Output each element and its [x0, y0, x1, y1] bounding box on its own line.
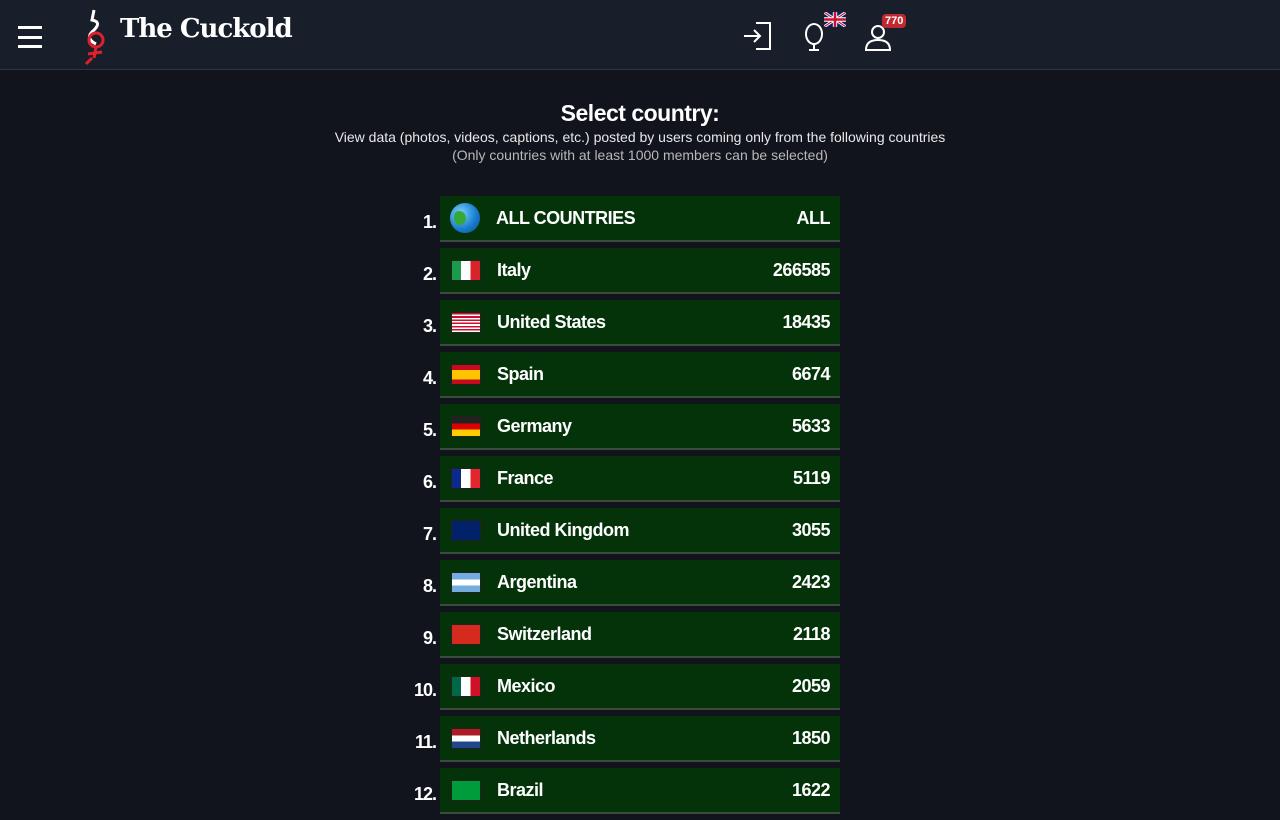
country-option[interactable]: France 5119: [440, 456, 840, 502]
country-name: Italy: [497, 259, 531, 280]
country-rank: 11.: [414, 731, 437, 752]
country-row: 8. Argentina 2423: [400, 560, 840, 612]
flag-gb-icon: [451, 519, 481, 541]
top-bar: The Cuckold 770: [0, 0, 1280, 70]
country-rank: 5.: [422, 419, 437, 440]
country-option[interactable]: Netherlands 1850: [440, 716, 840, 762]
page-title: Select country:: [560, 100, 720, 126]
country-row: 10. Mexico 2059: [400, 664, 840, 716]
country-option[interactable]: United Kingdom 3055: [440, 508, 840, 554]
member-count: 266585: [772, 259, 831, 280]
member-count: 2423: [791, 571, 831, 592]
country-name: United States: [497, 311, 606, 332]
flag-mx-icon: [451, 675, 481, 697]
menu-icon[interactable]: [18, 26, 42, 48]
country-row: 3. United States 18435: [400, 300, 840, 352]
flag-br-icon: [451, 779, 481, 801]
country-name: Brazil: [497, 779, 544, 800]
country-option[interactable]: Italy 266585: [440, 248, 840, 294]
notification-badge: 770: [882, 14, 907, 28]
country-name: Spain: [497, 363, 544, 384]
member-count: 6674: [791, 363, 831, 384]
country-row: 2. Italy 266585: [400, 248, 840, 300]
country-rank: 10.: [413, 679, 437, 700]
country-row: 12. Brazil 1622: [400, 768, 840, 820]
member-count: 5119: [792, 467, 831, 488]
globe-icon: [450, 203, 480, 233]
country-name: Mexico: [497, 675, 556, 696]
country-option[interactable]: United States 18435: [440, 300, 840, 346]
country-option[interactable]: ALL COUNTRIES ALL: [440, 196, 840, 242]
country-name: United Kingdom: [497, 519, 629, 540]
country-name: France: [497, 467, 554, 488]
country-rank: 1.: [422, 211, 437, 232]
logo[interactable]: The Cuckold: [80, 8, 293, 66]
country-option[interactable]: Argentina 2423: [440, 560, 840, 606]
flag-es-icon: [451, 363, 481, 385]
country-option[interactable]: Brazil 1622: [440, 768, 840, 814]
country-row: 5. Germany 5633: [400, 404, 840, 456]
member-count: 1622: [791, 779, 831, 800]
country-name: Netherlands: [497, 727, 596, 748]
flag-de-icon: [451, 415, 481, 437]
flag-it-icon: [451, 259, 481, 281]
logo-icon: [84, 9, 105, 66]
flag-us-icon: [451, 311, 481, 333]
country-rank: 6.: [422, 471, 437, 492]
flag-ch-icon: [451, 623, 481, 645]
country-rank: 3.: [422, 315, 437, 336]
country-rank: 8.: [422, 575, 437, 596]
page-subtitle: View data (photos, videos, captions, etc…: [334, 129, 946, 145]
member-count: 5633: [791, 415, 831, 436]
country-row: 4. Spain 6674: [400, 352, 840, 404]
member-count: 1850: [791, 727, 831, 748]
country-option[interactable]: Switzerland 2118: [440, 612, 840, 658]
country-rank: 9.: [422, 627, 437, 648]
country-option[interactable]: Mexico 2059: [440, 664, 840, 710]
member-count: ALL: [796, 207, 831, 228]
country-row: 7. United Kingdom 3055: [400, 508, 840, 560]
page-note: (Only countries with at least 1000 membe…: [452, 147, 828, 163]
country-row: 11. Netherlands 1850: [400, 716, 840, 768]
country-name: Switzerland: [497, 623, 592, 644]
country-rank: 2.: [422, 263, 437, 284]
country-row: 1. ALL COUNTRIES ALL: [400, 196, 840, 248]
country-name: ALL COUNTRIES: [496, 207, 636, 228]
country-option[interactable]: Germany 5633: [440, 404, 840, 450]
flag-fr-icon: [451, 467, 481, 489]
member-count: 3055: [791, 519, 831, 540]
users-icon[interactable]: [862, 20, 894, 52]
country-list: 1. ALL COUNTRIES ALL 2. Italy 266585 3. Un…: [400, 196, 840, 820]
language-globe-icon[interactable]: [800, 20, 832, 52]
member-count: 2059: [791, 675, 831, 696]
country-name: Argentina: [497, 571, 577, 592]
country-rank: 7.: [422, 523, 437, 544]
flag-nl-icon: [451, 727, 481, 749]
uk-flag-icon[interactable]: [824, 12, 846, 27]
member-count: 2118: [792, 623, 831, 644]
country-name: Germany: [497, 415, 572, 436]
login-icon[interactable]: [742, 20, 774, 52]
flag-ar-icon: [451, 571, 481, 593]
country-rank: 12.: [413, 783, 437, 804]
member-count: 18435: [782, 311, 830, 332]
site-name: The Cuckold: [120, 14, 293, 44]
country-option[interactable]: Spain 6674: [440, 352, 840, 398]
country-rank: 4.: [422, 367, 437, 388]
country-row: 9. Switzerland 2118: [400, 612, 840, 664]
country-row: 6. France 5119: [400, 456, 840, 508]
